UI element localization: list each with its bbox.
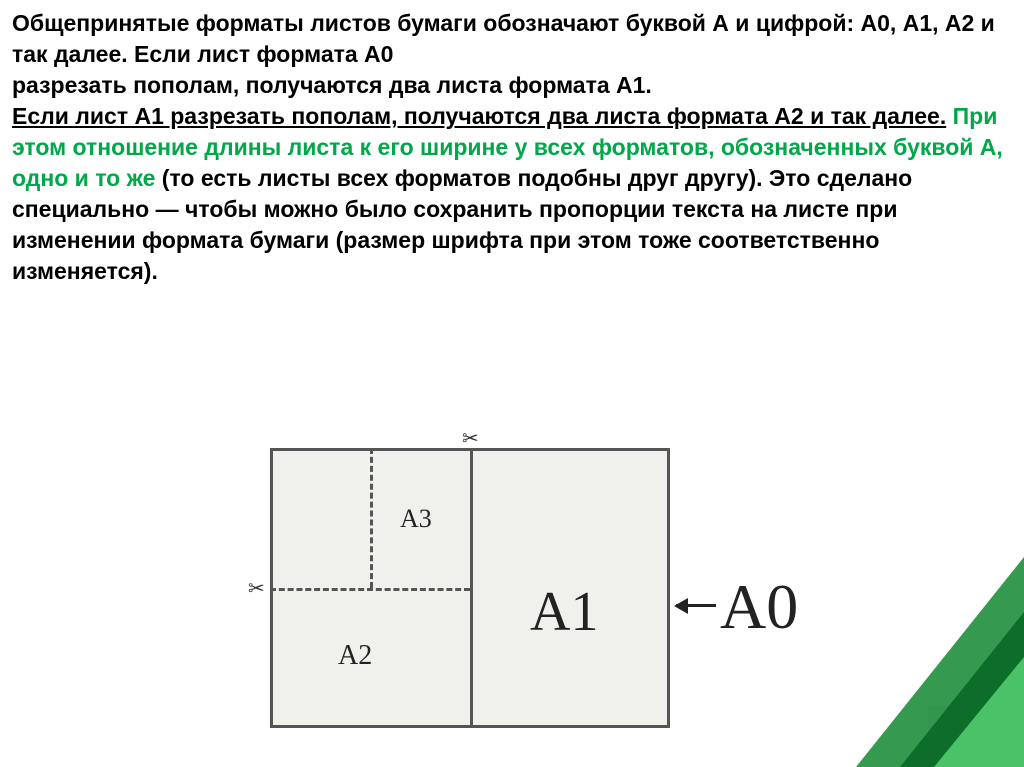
a1-divider: [470, 448, 473, 728]
arrow-a0: [676, 604, 716, 607]
a3-cut-line: [370, 448, 373, 588]
slide-corner-decoration: [804, 507, 1024, 767]
text-underlined: Если лист А1 разрезать пополам, получают…: [12, 103, 946, 129]
text-part-1: Общепринятые форматы листов бумаги обозн…: [12, 10, 995, 67]
label-a2: А2: [338, 640, 372, 672]
deco-triangle-2: [884, 587, 1024, 767]
a2-cut-line: [270, 588, 470, 591]
scissors-icon-left: ✂: [248, 576, 265, 601]
label-a0: А0: [720, 570, 798, 644]
deco-triangle-1: [824, 507, 1024, 767]
label-a1: А1: [530, 580, 598, 644]
problem-text: Общепринятые форматы листов бумаги обозн…: [0, 0, 1024, 287]
text-part-1b: разрезать пополам, получаются два листа …: [12, 72, 652, 98]
label-a3: А3: [400, 504, 432, 534]
paper-format-diagram: ✂ ✂ А3 А2 А1 А0: [230, 430, 790, 740]
scissors-icon-top: ✂: [462, 426, 479, 451]
page-number: 19: [928, 706, 972, 739]
